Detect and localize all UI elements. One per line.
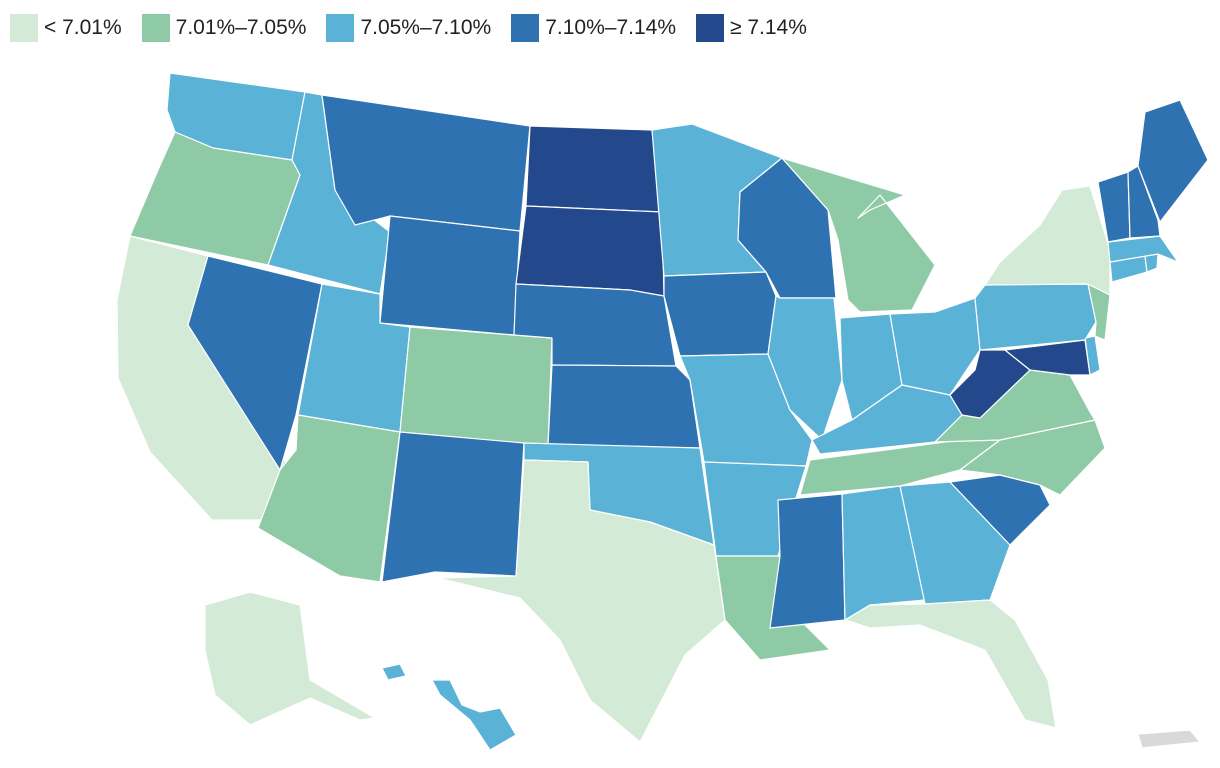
legend-label-bin-4: 7.10%–7.14% — [545, 16, 676, 39]
state-GA[interactable] — [899, 481, 1011, 605]
legend-swatch-bin-2 — [141, 14, 170, 42]
state-SD[interactable] — [515, 205, 665, 297]
state-MS[interactable] — [769, 493, 846, 629]
state-AK[interactable] — [204, 591, 376, 726]
state-FL[interactable] — [844, 599, 1057, 729]
state-HI[interactable] — [381, 663, 517, 751]
legend-label-bin-3: 7.05%–7.10% — [360, 16, 492, 39]
legend-swatch-bin-5 — [696, 14, 724, 42]
legend-swatch-bin-3 — [326, 14, 355, 42]
legend-item-bin-1[interactable]: < 7.01% — [10, 14, 122, 42]
legend-swatch-bin-1 — [10, 14, 38, 42]
legend-item-bin-3[interactable]: 7.05%–7.10% — [326, 14, 491, 42]
state-NH[interactable] — [1127, 165, 1161, 239]
map-legend: < 7.01% 7.01%–7.05% 7.05%–7.10% 7.10%–7.… — [10, 13, 827, 43]
legend-label-bin-5: ≥ 7.14% — [730, 16, 807, 39]
state-NV[interactable] — [187, 255, 323, 471]
state-MT[interactable] — [321, 94, 531, 232]
state-PA[interactable] — [974, 283, 1097, 351]
state-NM[interactable] — [381, 431, 525, 583]
legend-label-bin-1: < 7.01% — [44, 16, 122, 39]
state-IL[interactable] — [767, 295, 843, 441]
state-NY[interactable] — [984, 185, 1111, 296]
state-RI[interactable] — [1144, 253, 1159, 273]
state-NC[interactable] — [959, 419, 1106, 496]
legend-swatch-bin-4 — [511, 14, 540, 42]
state-MI[interactable] — [781, 157, 936, 313]
state-SC[interactable] — [949, 474, 1051, 546]
state-KS[interactable] — [547, 364, 701, 449]
state-DE[interactable] — [1084, 335, 1101, 376]
state-PR[interactable] — [1137, 729, 1201, 749]
state-AL[interactable] — [841, 485, 926, 621]
state-WY[interactable] — [379, 215, 521, 336]
legend-item-bin-5[interactable]: ≥ 7.14% — [696, 14, 807, 42]
state-IA[interactable] — [663, 271, 777, 357]
legend-label-bin-2: 7.01%–7.05% — [175, 16, 307, 39]
state-ME[interactable] — [1137, 99, 1209, 223]
state-CO[interactable] — [399, 326, 553, 447]
state-TX[interactable] — [437, 459, 726, 743]
legend-item-bin-2[interactable]: 7.01%–7.05% — [141, 14, 307, 42]
state-ND[interactable] — [525, 125, 663, 213]
legend-item-bin-4[interactable]: 7.10%–7.14% — [511, 14, 676, 42]
